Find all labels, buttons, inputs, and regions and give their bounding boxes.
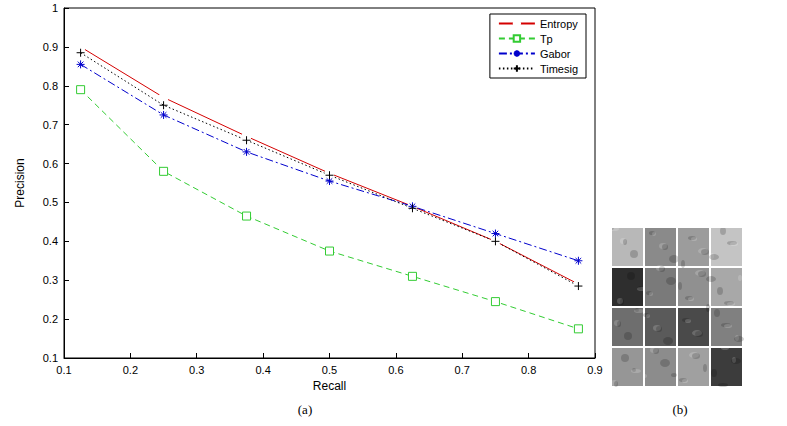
svg-text:Timesig: Timesig [540,63,578,75]
html-text:(b): (b) [672,402,688,417]
svg-text:0.6: 0.6 [388,364,403,376]
svg-text:0.2: 0.2 [43,313,58,325]
svg-text:0.7: 0.7 [43,119,58,131]
svg-text:0.3: 0.3 [189,364,204,376]
svg-text:0.8: 0.8 [521,364,536,376]
svg-text:0.7: 0.7 [455,364,470,376]
svg-text:0.1: 0.1 [56,364,71,376]
svg-text:Entropy: Entropy [540,18,578,30]
svg-text:0.9: 0.9 [43,41,58,53]
svg-text:Gabor: Gabor [540,48,571,60]
svg-text:0.4: 0.4 [43,235,58,247]
svg-text:0.8: 0.8 [43,80,58,92]
svg-text:Recall: Recall [313,379,346,393]
svg-text:0.4: 0.4 [255,364,270,376]
svg-text:0.5: 0.5 [43,196,58,208]
svg-text:Tp: Tp [540,33,553,45]
svg-text:0.2: 0.2 [123,364,138,376]
svg-text:1: 1 [52,2,58,14]
svg-text:Precision: Precision [13,158,27,207]
svg-text:0.9: 0.9 [587,364,602,376]
svg-text:0.1: 0.1 [43,352,58,364]
svg-text:0.5: 0.5 [322,364,337,376]
svg-text:0.3: 0.3 [43,274,58,286]
svg-text:0.6: 0.6 [43,158,58,170]
html-text:(a): (a) [297,402,313,417]
